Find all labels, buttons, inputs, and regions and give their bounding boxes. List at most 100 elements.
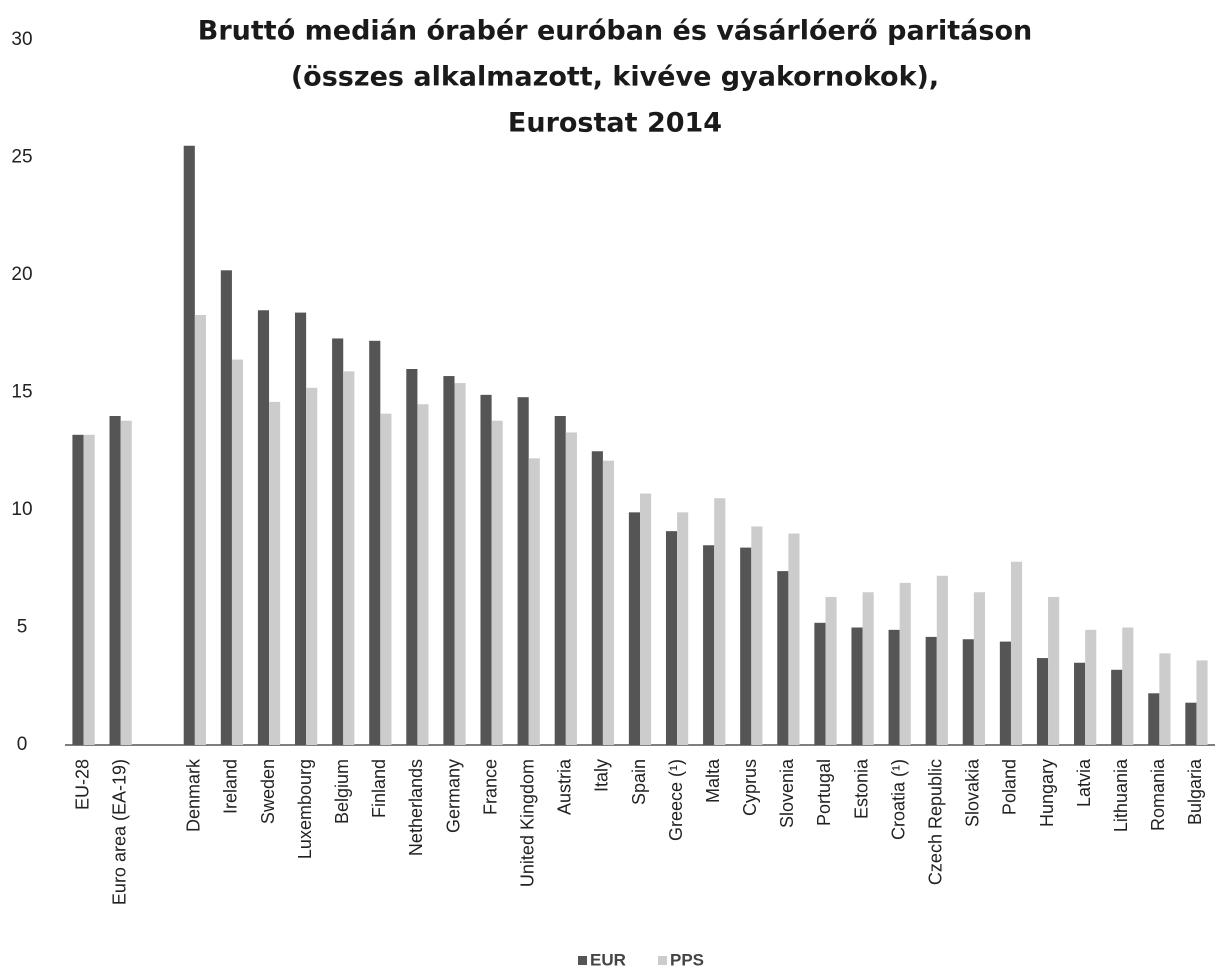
x-tick-label: Czech Republic [926, 759, 946, 885]
x-tick-label: EU-28 [72, 759, 92, 810]
x-tick-label: Portugal [814, 759, 834, 826]
y-tick-label: 5 [17, 617, 28, 638]
bar [751, 526, 763, 745]
bar [703, 545, 715, 745]
bar [1074, 662, 1086, 745]
y-tick-label: 25 [11, 147, 32, 168]
bar [257, 310, 270, 745]
legend-swatch [578, 956, 587, 965]
x-tick-label: Spain [629, 759, 649, 805]
bar [591, 451, 603, 745]
bar [1185, 702, 1197, 745]
bar [1048, 596, 1060, 745]
bar [862, 592, 874, 745]
y-tick-label: 30 [11, 29, 32, 50]
bar [1085, 629, 1097, 745]
x-tick-label: Denmark [184, 758, 204, 832]
x-tick-label: Netherlands [406, 759, 426, 856]
bar [565, 432, 577, 745]
x-tick-label: Croatia (¹) [888, 759, 908, 840]
x-tick-label: Sweden [258, 759, 278, 824]
bar [83, 434, 95, 745]
bar [740, 547, 752, 745]
bar [72, 434, 84, 745]
bar [888, 629, 900, 745]
bar [851, 627, 863, 745]
y-tick-label: 20 [11, 264, 32, 285]
x-tick-label: Euro area (EA-19) [109, 759, 129, 905]
bar [220, 270, 232, 745]
bar [343, 371, 355, 745]
bar [406, 369, 418, 745]
bar [714, 498, 726, 745]
chart-title: Eurostat 2014 [508, 108, 722, 139]
x-tick-label: Greece (¹) [666, 759, 686, 841]
bar [1111, 669, 1123, 745]
bar [640, 493, 652, 745]
bar [417, 404, 429, 745]
bar [788, 533, 800, 745]
x-tick-label: Bulgaria [1185, 758, 1205, 825]
bar [194, 314, 206, 745]
x-tick-label: Latvia [1074, 758, 1094, 807]
bar [677, 512, 689, 745]
bar [936, 575, 948, 745]
bar [777, 571, 789, 745]
x-tick-label: Romania [1148, 758, 1168, 831]
x-tick-label: Hungary [1037, 759, 1057, 827]
y-tick-label: 0 [17, 734, 28, 755]
chart-title: Bruttó medián órabér euróban és vásárlóe… [198, 16, 1032, 47]
bar [332, 338, 344, 745]
y-tick-label: 10 [11, 499, 32, 520]
bar [231, 359, 244, 745]
bar [369, 340, 381, 745]
bar [528, 458, 540, 745]
x-tick-label: Finland [369, 759, 389, 818]
x-tick-label: Luxembourg [295, 759, 315, 859]
bar [269, 401, 281, 745]
bar [899, 582, 911, 745]
bar [962, 639, 974, 745]
bar [380, 413, 392, 745]
bar [306, 387, 318, 745]
y-tick-label: 15 [11, 382, 32, 403]
bar [1010, 561, 1023, 745]
chart-title: (összes alkalmazott, kivéve gyakornokok)… [291, 62, 939, 93]
bar [1036, 658, 1049, 745]
bar [602, 460, 615, 745]
x-tick-label: Germany [443, 759, 463, 833]
bar [517, 397, 529, 745]
bar [183, 145, 195, 745]
x-tick-label: Lithuania [1111, 758, 1131, 832]
x-tick-label: Slovenia [777, 758, 797, 828]
bar [120, 420, 132, 745]
x-tick-label: Belgium [332, 759, 352, 824]
bar [1159, 653, 1171, 745]
bar [999, 641, 1011, 745]
legend-label: EUR [590, 950, 626, 969]
bar [628, 512, 640, 745]
bar [1148, 693, 1160, 745]
x-tick-label: Cyprus [740, 759, 760, 816]
bar [665, 531, 678, 745]
x-tick-label: United Kingdom [517, 759, 537, 887]
x-tick-label: Italy [592, 759, 612, 792]
bar [109, 416, 121, 745]
bar [1196, 660, 1208, 745]
legend-label: PPS [670, 950, 704, 969]
bar [973, 592, 985, 745]
legend-swatch [658, 956, 667, 965]
x-tick-label: Malta [703, 758, 723, 803]
x-tick-label: France [480, 759, 500, 815]
bar [1122, 627, 1134, 745]
bar [454, 383, 466, 745]
bar [480, 394, 492, 745]
x-tick-label: Estonia [851, 758, 871, 819]
bar [295, 312, 307, 745]
bar [825, 596, 837, 745]
bar [814, 622, 826, 745]
bar [443, 376, 455, 745]
x-tick-label: Poland [1000, 759, 1020, 815]
bar [491, 420, 503, 745]
